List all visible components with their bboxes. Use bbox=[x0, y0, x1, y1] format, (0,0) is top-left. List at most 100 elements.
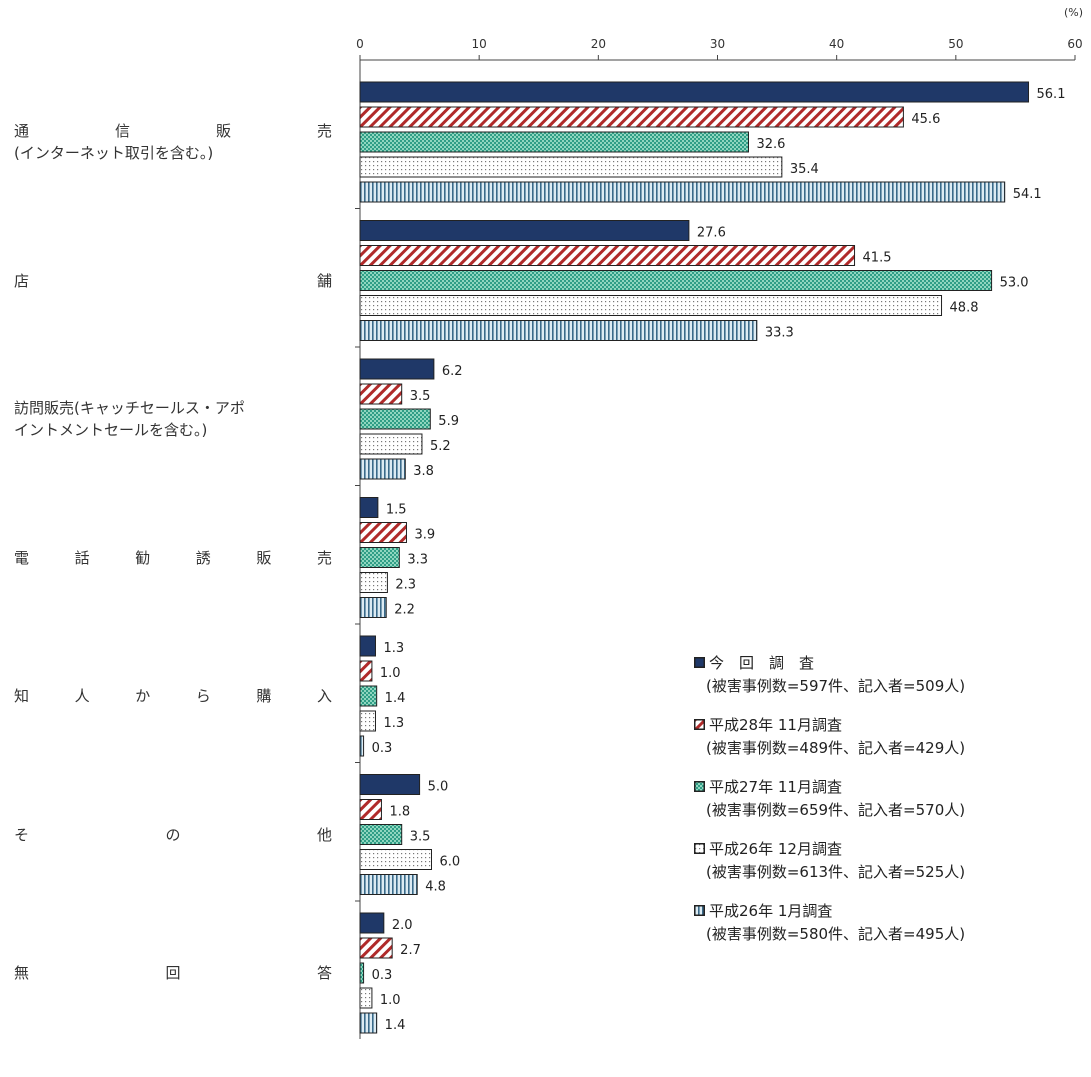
bar-value-label: 2.2 bbox=[394, 603, 415, 618]
bar-value-label: 54.1 bbox=[1013, 187, 1042, 202]
legend-swatch bbox=[694, 842, 705, 854]
bar-value-label: 1.3 bbox=[383, 716, 404, 731]
bar bbox=[359, 597, 387, 618]
x-tick-label: 60 bbox=[1067, 37, 1082, 51]
legend-series-note: (被害事例数=489件、記入者=429人) bbox=[706, 739, 966, 757]
category-label-line1: 電話勧誘販売 bbox=[14, 547, 332, 569]
legend-series-name: 平成27年 11月調査 bbox=[709, 777, 842, 796]
bar bbox=[359, 799, 382, 820]
legend-swatch bbox=[694, 780, 705, 792]
bar bbox=[359, 358, 435, 380]
bar bbox=[359, 106, 904, 128]
bar-value-label: 6.0 bbox=[440, 855, 461, 870]
bar-value-label: 5.0 bbox=[428, 780, 449, 795]
category-label-char: 信 bbox=[114, 122, 130, 140]
bar-value-label: 27.6 bbox=[697, 226, 726, 241]
bar-value-label: 41.5 bbox=[863, 251, 892, 266]
bar-value-label: 0.3 bbox=[372, 741, 393, 756]
bar-value-label: 3.8 bbox=[413, 464, 434, 479]
bar bbox=[359, 962, 365, 984]
x-tick-label: 50 bbox=[948, 37, 963, 51]
bar bbox=[359, 181, 1006, 203]
category-label-char: 店 bbox=[14, 271, 30, 290]
bar bbox=[359, 660, 373, 682]
bar bbox=[359, 710, 376, 732]
bar bbox=[359, 987, 373, 1009]
bar bbox=[359, 849, 432, 870]
category-label-char: 話 bbox=[74, 548, 90, 567]
bar-value-label: 5.9 bbox=[438, 414, 459, 429]
category-label-line1: 通信販売 bbox=[14, 120, 332, 142]
category-label-char: 勧 bbox=[135, 548, 151, 567]
bar bbox=[359, 912, 385, 934]
category-label-char: の bbox=[165, 825, 181, 844]
bar bbox=[359, 245, 856, 266]
bar bbox=[359, 220, 690, 241]
legend-swatch bbox=[694, 904, 705, 916]
bar bbox=[359, 320, 758, 341]
bar bbox=[359, 383, 403, 405]
bar-value-label: 3.9 bbox=[414, 528, 435, 543]
bar bbox=[359, 824, 403, 845]
category-label-char: 誘 bbox=[195, 548, 211, 567]
unit-label: (%) bbox=[1064, 6, 1084, 19]
category-label-char: 知 bbox=[14, 687, 30, 705]
bar bbox=[359, 458, 406, 480]
category-label-char: 電 bbox=[14, 548, 30, 567]
bar-value-label: 48.8 bbox=[950, 301, 979, 316]
legend-item: 平成26年 12月調査 (被害事例数=613件、記入者=525人) bbox=[694, 836, 1084, 884]
bar-value-label: 1.3 bbox=[383, 641, 404, 656]
x-tick-label: 0 bbox=[356, 37, 364, 51]
bar bbox=[359, 572, 388, 593]
legend-row: 平成28年 11月調査 bbox=[694, 712, 1084, 736]
category-label-char: 回 bbox=[165, 964, 181, 982]
bar bbox=[359, 408, 431, 430]
category-label-line1: 訪問販売(キャッチセールス・アポ bbox=[14, 397, 332, 419]
category-label: 知人から購入 bbox=[14, 685, 332, 707]
bar-value-label: 33.3 bbox=[765, 326, 794, 341]
legend-series-note: (被害事例数=613件、記入者=525人) bbox=[706, 863, 966, 881]
bar-value-label: 1.8 bbox=[389, 805, 410, 820]
bar-value-label: 53.0 bbox=[1000, 276, 1029, 291]
legend-series-name: 平成28年 11月調査 bbox=[709, 715, 842, 734]
category-label-char: 売 bbox=[316, 548, 332, 567]
bar-value-label: 1.4 bbox=[385, 691, 406, 706]
bar bbox=[359, 735, 365, 757]
category-label: その他 bbox=[14, 824, 332, 846]
bar bbox=[359, 156, 783, 178]
bar-value-label: 1.0 bbox=[380, 666, 401, 681]
legend-item: 今 回 調 査 (被害事例数=597件、記入者=509人) bbox=[694, 650, 1084, 698]
category-label: 無回答 bbox=[14, 962, 332, 984]
bar-value-label: 6.2 bbox=[442, 364, 463, 379]
category-label-char: 舗 bbox=[316, 271, 332, 290]
legend: 今 回 調 査 (被害事例数=597件、記入者=509人) 平成28年 11月調査 (… bbox=[694, 650, 1084, 960]
x-tick-label: 10 bbox=[472, 37, 487, 51]
category-label: 通 信 販 売 (インターネット取引を含む。) bbox=[14, 120, 332, 164]
bar-value-label: 2.0 bbox=[392, 918, 413, 933]
bar-value-label: 32.6 bbox=[756, 137, 785, 152]
bar-value-label: 2.3 bbox=[395, 578, 416, 593]
category-label-line2: (インターネット取引を含む。) bbox=[14, 144, 214, 162]
category-label-char: 入 bbox=[316, 687, 332, 705]
category-label-char: か bbox=[135, 687, 151, 705]
bar-value-label: 45.6 bbox=[911, 112, 940, 127]
legend-row: 平成26年 12月調査 bbox=[694, 836, 1084, 860]
bars: 56.1 45.6 32.6 35.4 54.1 27.6 41.5 53.0 48.8 33.3… bbox=[359, 81, 1065, 1034]
category-label-char: 売 bbox=[316, 122, 332, 140]
legend-item: 平成26年 1月調査 (被害事例数=580件、記入者=495人) bbox=[694, 898, 1084, 946]
x-tick-label: 30 bbox=[710, 37, 725, 51]
bar bbox=[359, 547, 400, 568]
category-label-line1: 無回答 bbox=[14, 962, 332, 984]
legend-series-note: (被害事例数=597件、記入者=509人) bbox=[706, 677, 966, 695]
legend-series-note: (被害事例数=580件、記入者=495人) bbox=[706, 925, 966, 943]
legend-row: 平成26年 1月調査 bbox=[694, 898, 1084, 922]
bar bbox=[359, 1012, 378, 1034]
legend-series-note: (被害事例数=659件、記入者=570人) bbox=[706, 801, 966, 819]
legend-swatch bbox=[694, 718, 705, 730]
bar bbox=[359, 81, 1030, 103]
bar-value-label: 1.0 bbox=[380, 993, 401, 1008]
x-tick-label: 40 bbox=[829, 37, 844, 51]
bar bbox=[359, 497, 379, 518]
bar-value-label: 1.5 bbox=[386, 503, 407, 518]
